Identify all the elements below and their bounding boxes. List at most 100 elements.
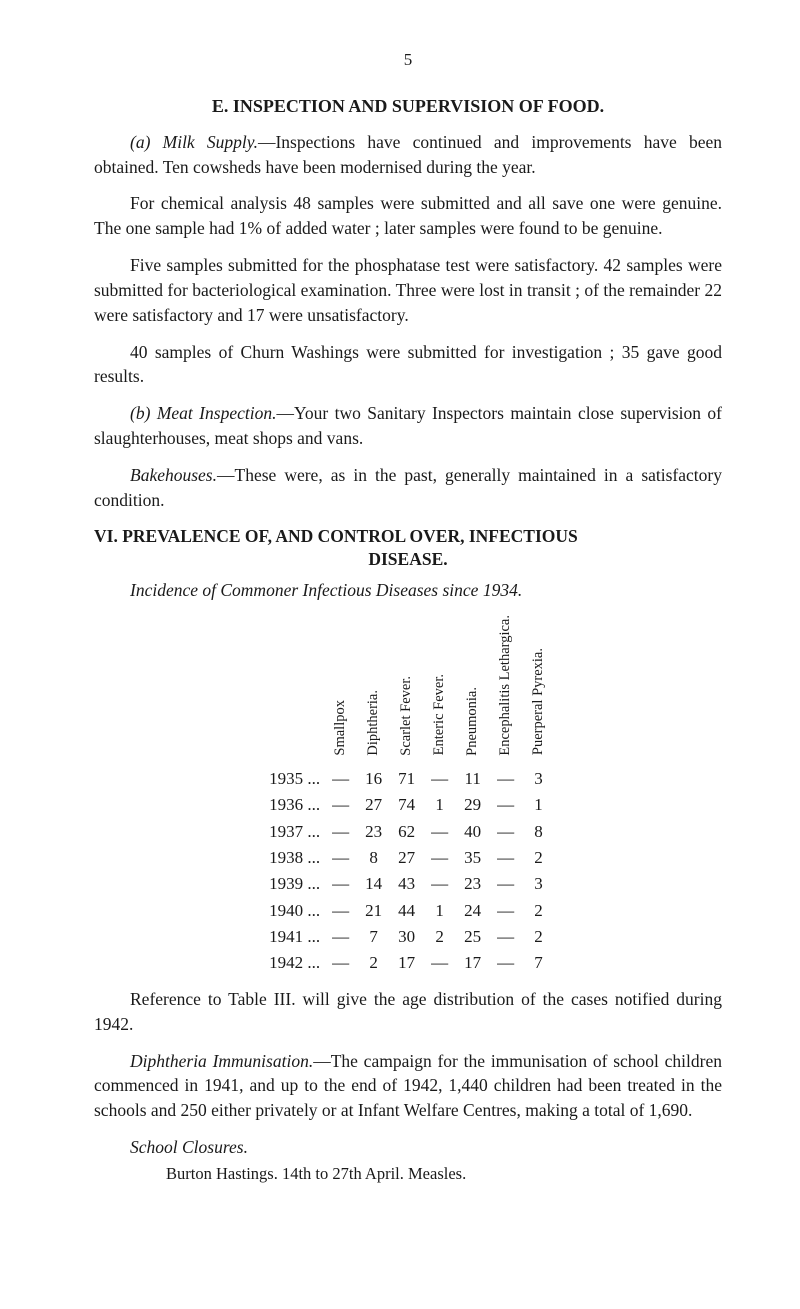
school-closures-line: Burton Hastings. 14th to 27th April. Mea… (94, 1162, 722, 1185)
table-cell: 1 (423, 792, 456, 818)
table-cell: — (423, 766, 456, 792)
table-cell: — (324, 845, 357, 871)
col-pneumonia: Pneumonia. (456, 615, 489, 766)
table-cell: — (423, 950, 456, 976)
page-number: 5 (94, 48, 722, 72)
section-e-heading: E. INSPECTION AND SUPERVISION OF FOOD. (94, 94, 722, 120)
para-churn-washings: 40 samples of Churn Washings were submit… (94, 340, 722, 390)
table-cell: 7 (357, 924, 390, 950)
table-cell: 21 (357, 898, 390, 924)
col-encephalitis: Encephalitis Lethargica. (489, 615, 522, 766)
para-milk-supply: (a) Milk Supply.—Inspections have contin… (94, 130, 722, 180)
table-cell: 2 (423, 924, 456, 950)
table-cell: 1 (423, 898, 456, 924)
table-cell: 71 (390, 766, 423, 792)
table-cell: 17 (456, 950, 489, 976)
table-cell: 14 (357, 871, 390, 897)
table-cell: 2 (522, 924, 555, 950)
col-smallpox: Smallpox (324, 615, 357, 766)
table-cell: — (489, 792, 522, 818)
table-cell: 1941 ... (261, 924, 324, 950)
table-cell: 1936 ... (261, 792, 324, 818)
table-cell: 44 (390, 898, 423, 924)
table-caption: Incidence of Commoner Infectious Disease… (94, 578, 722, 603)
table-cell: 1940 ... (261, 898, 324, 924)
table-cell: 11 (456, 766, 489, 792)
label-milk-supply: (a) Milk Supply. (130, 132, 258, 152)
para-chemical-analysis: For chemical analysis 48 samples were su… (94, 191, 722, 241)
table-cell: 1939 ... (261, 871, 324, 897)
table-cell: 27 (357, 792, 390, 818)
label-diphtheria-immunisation: Diphtheria Immunisation. (130, 1051, 313, 1071)
table-cell: — (423, 845, 456, 871)
table-cell: 8 (522, 819, 555, 845)
table-cell: 40 (456, 819, 489, 845)
table-cell: 7 (522, 950, 555, 976)
table-cell: 8 (357, 845, 390, 871)
table-cell: — (489, 924, 522, 950)
col-year (261, 615, 324, 766)
table-row: 1939 ...—1443—23—3 (261, 871, 555, 897)
para-bakehouses: Bakehouses.—These were, as in the past, … (94, 463, 722, 513)
table-cell: — (489, 819, 522, 845)
table-cell: 74 (390, 792, 423, 818)
disease-incidence-table: Smallpox Diphtheria. Scarlet Fever. Ente… (261, 615, 555, 977)
table-cell: — (423, 819, 456, 845)
table-cell: — (324, 950, 357, 976)
table-cell: 23 (357, 819, 390, 845)
table-cell: 1 (522, 792, 555, 818)
table-row: 1941 ...—730225—2 (261, 924, 555, 950)
col-enteric-fever: Enteric Fever. (423, 615, 456, 766)
table-cell: 23 (456, 871, 489, 897)
para-meat-inspection: (b) Meat Inspection.—Your two Sanitary I… (94, 401, 722, 451)
table-cell: — (324, 766, 357, 792)
table-cell: — (324, 792, 357, 818)
table-cell: 1935 ... (261, 766, 324, 792)
label-bakehouses: Bakehouses. (130, 465, 217, 485)
table-cell: — (324, 924, 357, 950)
col-scarlet-fever: Scarlet Fever. (390, 615, 423, 766)
table-row: 1942 ...—217—17—7 (261, 950, 555, 976)
table-row: 1940 ...—2144124—2 (261, 898, 555, 924)
table-cell: — (423, 871, 456, 897)
table-cell: 1937 ... (261, 819, 324, 845)
table-cell: 2 (522, 898, 555, 924)
school-closures-title: School Closures. (94, 1135, 722, 1160)
table-cell: 3 (522, 766, 555, 792)
heading-vi-line2: DISEASE. (94, 548, 722, 572)
heading-vi-line1: VI. PREVALENCE OF, AND CONTROL OVER, INF… (94, 526, 578, 546)
label-meat-inspection: (b) Meat Inspection. (130, 403, 276, 423)
table-cell: — (489, 871, 522, 897)
table-cell: — (489, 766, 522, 792)
para-reference-table3: Reference to Table III. will give the ag… (94, 987, 722, 1037)
table-cell: 25 (456, 924, 489, 950)
table-cell: 35 (456, 845, 489, 871)
table-header-row: Smallpox Diphtheria. Scarlet Fever. Ente… (261, 615, 555, 766)
table-cell: 2 (357, 950, 390, 976)
table-cell: 27 (390, 845, 423, 871)
table-cell: — (324, 871, 357, 897)
section-vi-heading: VI. PREVALENCE OF, AND CONTROL OVER, INF… (94, 525, 722, 572)
table-row: 1937 ...—2362—40—8 (261, 819, 555, 845)
table-cell: 16 (357, 766, 390, 792)
col-diphtheria: Diphtheria. (357, 615, 390, 766)
table-cell: — (324, 819, 357, 845)
table-cell: 2 (522, 845, 555, 871)
table-cell: 30 (390, 924, 423, 950)
table-cell: — (489, 845, 522, 871)
table-cell: — (489, 950, 522, 976)
table-cell: 29 (456, 792, 489, 818)
para-phosphatase: Five samples submitted for the phosphata… (94, 253, 722, 328)
col-puerperal: Puerperal Pyrexia. (522, 615, 555, 766)
table-cell: 43 (390, 871, 423, 897)
table-cell: 1942 ... (261, 950, 324, 976)
table-cell: 62 (390, 819, 423, 845)
table-cell: 1938 ... (261, 845, 324, 871)
table-row: 1935 ...—1671—11—3 (261, 766, 555, 792)
table-cell: — (324, 898, 357, 924)
table-cell: 3 (522, 871, 555, 897)
table-cell: 17 (390, 950, 423, 976)
para-diphtheria-immunisation: Diphtheria Immunisation.—The campaign fo… (94, 1049, 722, 1124)
table-cell: — (489, 898, 522, 924)
table-cell: 24 (456, 898, 489, 924)
